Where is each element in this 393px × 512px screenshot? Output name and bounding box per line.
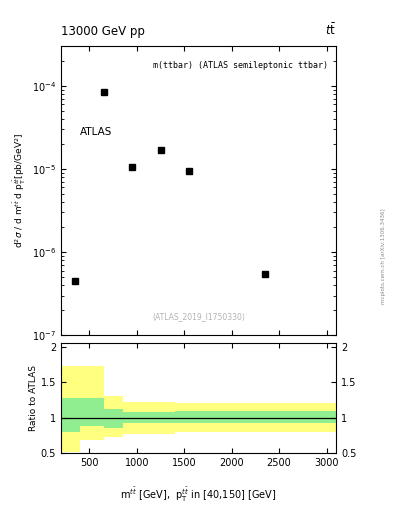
Y-axis label: Ratio to ATLAS: Ratio to ATLAS bbox=[29, 365, 38, 431]
Text: ATLAS: ATLAS bbox=[80, 127, 112, 137]
Text: (ATLAS_2019_I1750330): (ATLAS_2019_I1750330) bbox=[152, 312, 245, 321]
Text: m(ttbar) (ATLAS semileptonic ttbar): m(ttbar) (ATLAS semileptonic ttbar) bbox=[153, 60, 328, 70]
Text: 13000 GeV pp: 13000 GeV pp bbox=[61, 25, 145, 38]
Y-axis label: d$^{2}\sigma$ / d m$^{t\bar{t}}$ d p$_{\rm T}^{t\bar{t}}$[pb/GeV$^{2}$]: d$^{2}\sigma$ / d m$^{t\bar{t}}$ d p$_{\… bbox=[11, 133, 28, 248]
Text: m$^{t\bar{t}}$ [GeV],  p$_{\rm T}^{t\bar{t}}$ in [40,150] [GeV]: m$^{t\bar{t}}$ [GeV], p$_{\rm T}^{t\bar{… bbox=[120, 486, 277, 504]
Text: mcplots.cern.ch [arXiv:1306.3436]: mcplots.cern.ch [arXiv:1306.3436] bbox=[381, 208, 386, 304]
Text: t$\bar{\rm t}$: t$\bar{\rm t}$ bbox=[325, 23, 336, 38]
